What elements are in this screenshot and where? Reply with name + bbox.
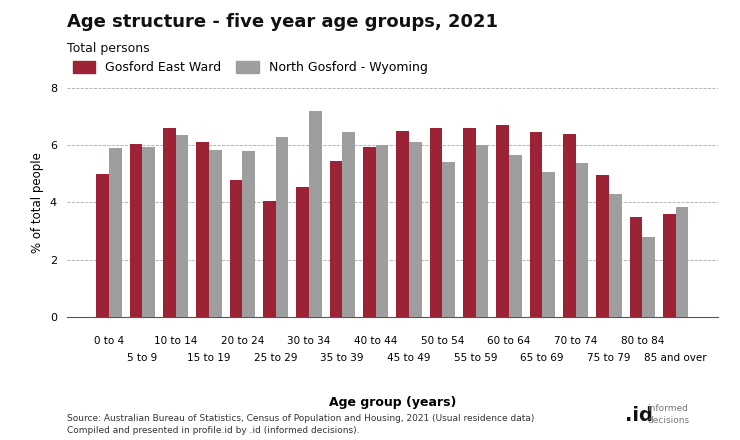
Bar [229,180,242,317]
Text: 15 to 19: 15 to 19 [187,353,231,363]
Bar [497,125,509,317]
Bar [163,128,175,317]
Bar [296,187,309,317]
Text: 50 to 54: 50 to 54 [420,336,464,346]
Text: 80 to 84: 80 to 84 [621,336,664,346]
Bar [242,151,255,317]
Text: 85 and over: 85 and over [645,353,707,363]
Legend: Gosford East Ward, North Gosford - Wyoming: Gosford East Ward, North Gosford - Wyomi… [73,61,428,74]
Bar [596,175,609,317]
Text: Total persons: Total persons [67,42,149,55]
Text: 25 to 29: 25 to 29 [254,353,297,363]
Text: 65 to 69: 65 to 69 [520,353,564,363]
Bar [642,237,655,317]
Bar [263,201,275,317]
Bar [196,143,209,317]
Bar [663,214,676,317]
Bar [363,147,375,317]
Bar [309,111,322,317]
Bar [109,148,121,317]
Text: 40 to 44: 40 to 44 [354,336,397,346]
Bar [476,145,488,317]
Text: Age structure - five year age groups, 2021: Age structure - five year age groups, 20… [67,13,497,31]
Text: 30 to 34: 30 to 34 [287,336,331,346]
Text: Source: Australian Bureau of Statistics, Census of Population and Housing, 2021 : Source: Australian Bureau of Statistics,… [67,414,534,423]
Text: 60 to 64: 60 to 64 [487,336,531,346]
Bar [175,135,188,317]
Bar [142,147,155,317]
Text: .id: .id [625,406,653,425]
Text: 70 to 74: 70 to 74 [554,336,597,346]
Bar [443,162,455,317]
Bar [530,132,542,317]
Bar [130,144,142,317]
Bar [329,161,342,317]
Text: informed
decisions: informed decisions [648,404,690,425]
Text: 35 to 39: 35 to 39 [320,353,364,363]
Bar [409,143,422,317]
Text: 5 to 9: 5 to 9 [127,353,158,363]
Bar [96,174,109,317]
Bar [375,145,388,317]
Bar [509,155,522,317]
Bar [676,207,688,317]
Bar [563,134,576,317]
Bar [396,131,409,317]
Bar [630,216,642,317]
Text: 0 to 4: 0 to 4 [94,336,124,346]
Bar [342,132,355,317]
Text: Compiled and presented in profile.id by .id (informed decisions).: Compiled and presented in profile.id by … [67,426,359,435]
Text: 55 to 59: 55 to 59 [454,353,497,363]
Bar [209,150,221,317]
Text: 20 to 24: 20 to 24 [221,336,264,346]
Bar [576,163,588,317]
Y-axis label: % of total people: % of total people [31,152,44,253]
Bar [542,172,555,317]
Text: 75 to 79: 75 to 79 [587,353,630,363]
Bar [609,194,622,317]
Bar [275,136,288,317]
Text: 10 to 14: 10 to 14 [154,336,198,346]
Bar [429,128,443,317]
Text: 45 to 49: 45 to 49 [387,353,431,363]
Text: Age group (years): Age group (years) [329,396,456,409]
Bar [462,128,476,317]
